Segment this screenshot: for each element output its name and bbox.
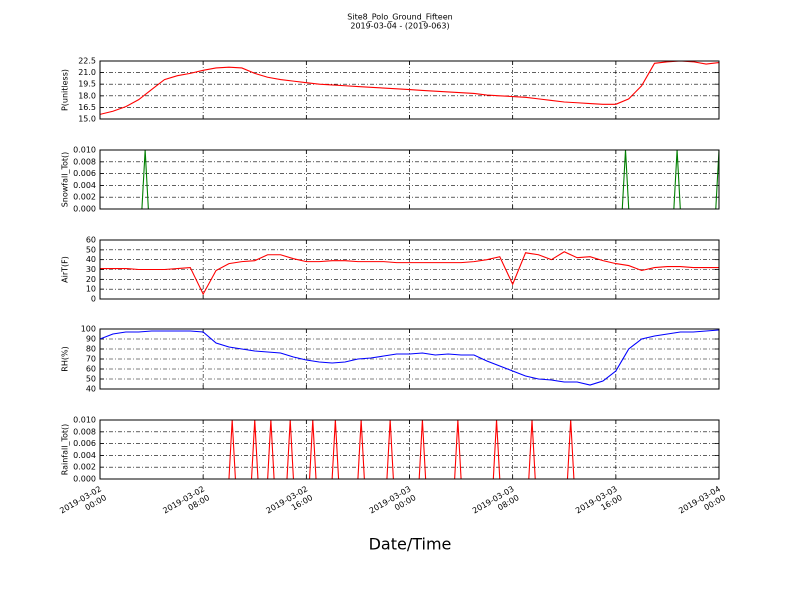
data-line [99, 60, 720, 115]
y-tick-label: 15.0 [78, 115, 96, 124]
y-tick-label: 0.002 [73, 463, 96, 472]
y-tick-label: 22.5 [78, 57, 96, 66]
y-axis-label: AirT(F) [61, 256, 70, 283]
y-axis-label: RH(%) [61, 346, 70, 371]
chart-subtitle: 2019-03-04 - (2019-063) [350, 22, 449, 31]
y-tick-label: 0.010 [73, 416, 96, 425]
y-tick-label: 50 [86, 245, 96, 254]
y-tick-label: 18.0 [78, 91, 96, 100]
y-tick-label: 0.000 [73, 475, 96, 484]
y-tick-label: 60 [86, 236, 96, 245]
x-axis-label: Date/Time [369, 535, 452, 554]
data-line [100, 251, 719, 296]
y-tick-label: 0.010 [73, 146, 96, 155]
y-tick-label: 0.008 [73, 427, 96, 436]
y-tick-label: 0.004 [73, 181, 96, 190]
plot-frame [99, 328, 720, 390]
y-tick-label: 16.5 [78, 103, 96, 112]
y-tick-label: 0.008 [73, 157, 96, 166]
data-line [99, 329, 720, 386]
y-tick-label: 0.006 [73, 439, 96, 448]
y-tick-label: 50 [86, 375, 96, 384]
y-tick-label: 40 [86, 255, 96, 264]
y-tick-label: 60 [86, 365, 96, 374]
plot-frame [99, 419, 720, 480]
plot-frame [99, 149, 720, 210]
y-tick-label: 0.004 [73, 451, 96, 460]
plot-frame [99, 239, 720, 300]
y-axis-label: Snowfall_Tot() [61, 152, 70, 208]
y-tick-label: 30 [86, 265, 96, 274]
y-tick-label: 70 [86, 355, 96, 364]
y-tick-label: 19.5 [78, 80, 96, 89]
y-tick-label: 40 [86, 385, 96, 394]
y-axis-label: Rainfall_Tot() [61, 424, 70, 476]
y-tick-label: 0 [91, 295, 96, 304]
y-tick-label: 0.002 [73, 193, 96, 202]
y-tick-label: 0.006 [73, 169, 96, 178]
y-axis-label: P(unitless) [61, 69, 70, 111]
plot-frame [99, 60, 720, 120]
y-tick-label: 10 [86, 285, 96, 294]
y-tick-label: 21.0 [78, 68, 96, 77]
y-tick-label: 100 [81, 325, 96, 334]
y-tick-label: 90 [86, 335, 96, 344]
y-tick-label: 0.000 [73, 205, 96, 214]
y-tick-label: 80 [86, 345, 96, 354]
y-tick-label: 20 [86, 275, 96, 284]
chart-title: Site8_Polo_Ground_Fifteen [347, 13, 452, 22]
